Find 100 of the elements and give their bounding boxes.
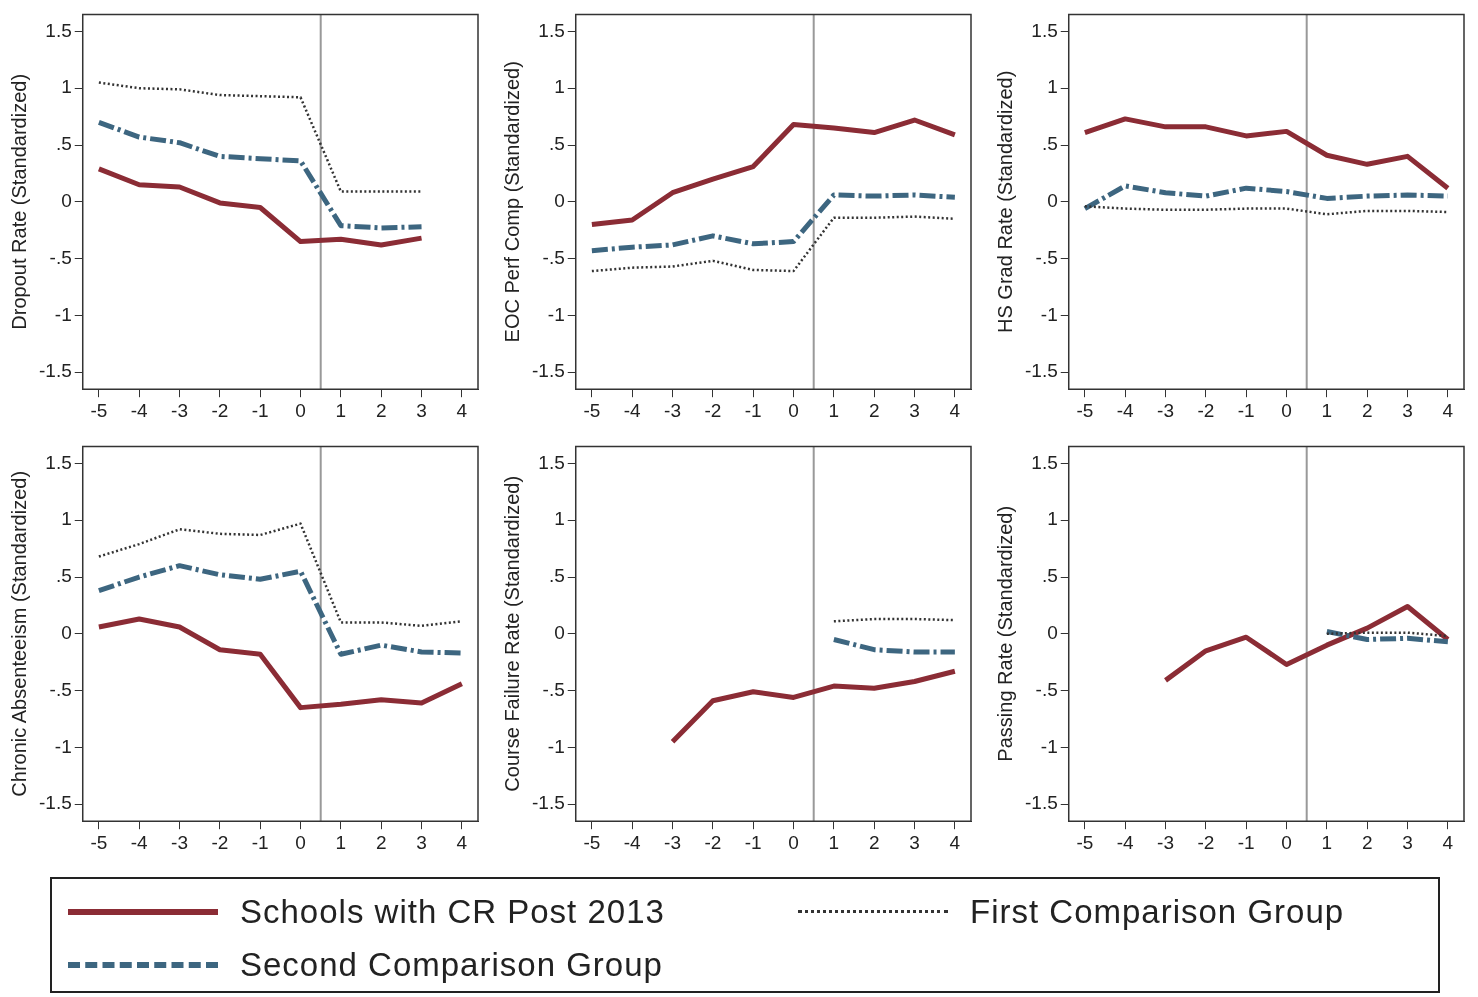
y-tick-label: 0 [1047,622,1058,644]
y-tick-label: -1 [547,735,565,757]
y-tick-label: 0 [554,622,565,644]
x-tick-label: 0 [295,831,306,853]
x-tick-label: -3 [664,831,681,853]
x-tick-label: 4 [949,399,961,421]
x-tick-label: -5 [1076,399,1094,421]
y-axis-title: EOC Perf Comp (Standardized) [500,61,523,343]
y-tick-label: -.5 [49,246,72,268]
y-tick-label: 1.5 [1031,19,1058,41]
x-tick-label: 3 [909,831,920,853]
x-tick-label: 1 [828,399,840,421]
y-tick-label: 1 [1047,508,1058,530]
y-tick-label: 0 [1047,190,1058,212]
x-tick-label: 1 [1321,399,1333,421]
x-tick-label: -4 [623,831,642,853]
x-tick-label: -5 [1076,831,1094,853]
x-tick-label: 0 [1281,831,1292,853]
y-tick-label: -1.5 [531,792,565,814]
y-tick-label: -1.5 [38,792,72,814]
x-tick-label: -3 [171,831,188,853]
x-tick-label: 3 [416,831,427,853]
x-tick-label: -3 [1157,399,1174,421]
y-axis-title: Passing Rate (Standardized) [993,505,1016,762]
line-series [97,81,423,193]
y-tick-label: -.5 [542,678,565,700]
y-tick-label: 1 [554,76,565,98]
x-tick-label: 1 [335,399,347,421]
x-tick-label: -1 [744,399,762,421]
y-tick-label: 1 [61,508,72,530]
x-tick-label: 3 [1402,831,1413,853]
y-axis-title: HS Grad Rate (Standardized) [993,70,1016,333]
x-tick-label: -5 [90,399,108,421]
x-tick-label: -2 [704,399,722,421]
x-tick-label: 2 [868,399,880,421]
legend-label: Schools with CR Post 2013 [240,892,665,931]
y-axis-title: Dropout Rate (Standardized) [7,73,30,330]
x-tick-label: -4 [130,399,149,421]
y-tick-label: -1 [54,735,72,757]
x-tick-label: 2 [1361,399,1373,421]
x-tick-label: -4 [1116,399,1135,421]
y-tick-label: -1.5 [38,360,72,382]
x-tick-label: -5 [583,831,601,853]
x-tick-label: 3 [1402,399,1413,421]
x-tick-label: 2 [375,399,387,421]
x-tick-label: -3 [1157,831,1174,853]
x-tick-label: -2 [211,831,229,853]
x-tick-label: 4 [456,399,468,421]
x-tick-label: -5 [90,831,108,853]
x-tick-label: -4 [623,399,642,421]
y-tick-label: -1 [547,303,565,325]
x-tick-label: -2 [211,399,229,421]
legend-label: Second Comparison Group [240,945,663,984]
x-tick-label: 0 [788,831,799,853]
x-tick-label: -2 [1197,399,1215,421]
y-tick-label: 1 [61,76,72,98]
y-tick-label: -1 [54,303,72,325]
x-tick-label: 1 [1321,831,1333,853]
x-tick-label: 2 [1361,831,1373,853]
x-tick-label: 1 [335,831,347,853]
x-tick-label: -1 [1237,399,1255,421]
x-tick-label: 3 [909,399,920,421]
x-tick-label: -1 [251,399,269,421]
x-tick-label: 3 [416,399,427,421]
y-tick-label: -1.5 [531,360,565,382]
y-tick-label: -1.5 [1024,792,1058,814]
x-tick-label: -4 [130,831,149,853]
x-tick-label: 4 [949,831,961,853]
y-tick-label: 1.5 [45,451,72,473]
y-tick-label: 1 [554,508,565,530]
y-tick-label: .5 [548,565,565,587]
y-tick-label: .5 [1041,565,1058,587]
y-tick-label: -.5 [542,246,565,268]
x-tick-label: -5 [583,399,601,421]
y-tick-label: 0 [554,190,565,212]
x-tick-label: -3 [171,399,188,421]
y-tick-label: -1.5 [1024,360,1058,382]
x-tick-label: -1 [251,831,269,853]
x-tick-label: -4 [1116,831,1135,853]
y-tick-label: 1 [1047,76,1058,98]
x-tick-label: -2 [704,831,722,853]
y-tick-label: 1.5 [538,19,565,41]
y-tick-label: -.5 [1035,246,1058,268]
x-tick-label: -1 [744,831,762,853]
y-tick-label: -.5 [49,678,72,700]
legend-label: First Comparison Group [970,892,1345,931]
y-tick-label: .5 [55,133,72,155]
x-tick-label: 4 [1442,399,1454,421]
y-tick-label: 0 [61,190,72,212]
x-tick-label: 2 [868,831,880,853]
x-tick-label: 0 [788,399,799,421]
y-tick-label: 1.5 [538,451,565,473]
x-tick-label: -3 [664,399,681,421]
x-tick-label: 1 [828,831,840,853]
y-tick-label: .5 [548,133,565,155]
y-tick-label: 1.5 [45,19,72,41]
y-tick-label: -1 [1040,735,1058,757]
x-tick-label: 4 [1442,831,1454,853]
y-tick-label: .5 [55,565,72,587]
x-tick-label: -1 [1237,831,1255,853]
